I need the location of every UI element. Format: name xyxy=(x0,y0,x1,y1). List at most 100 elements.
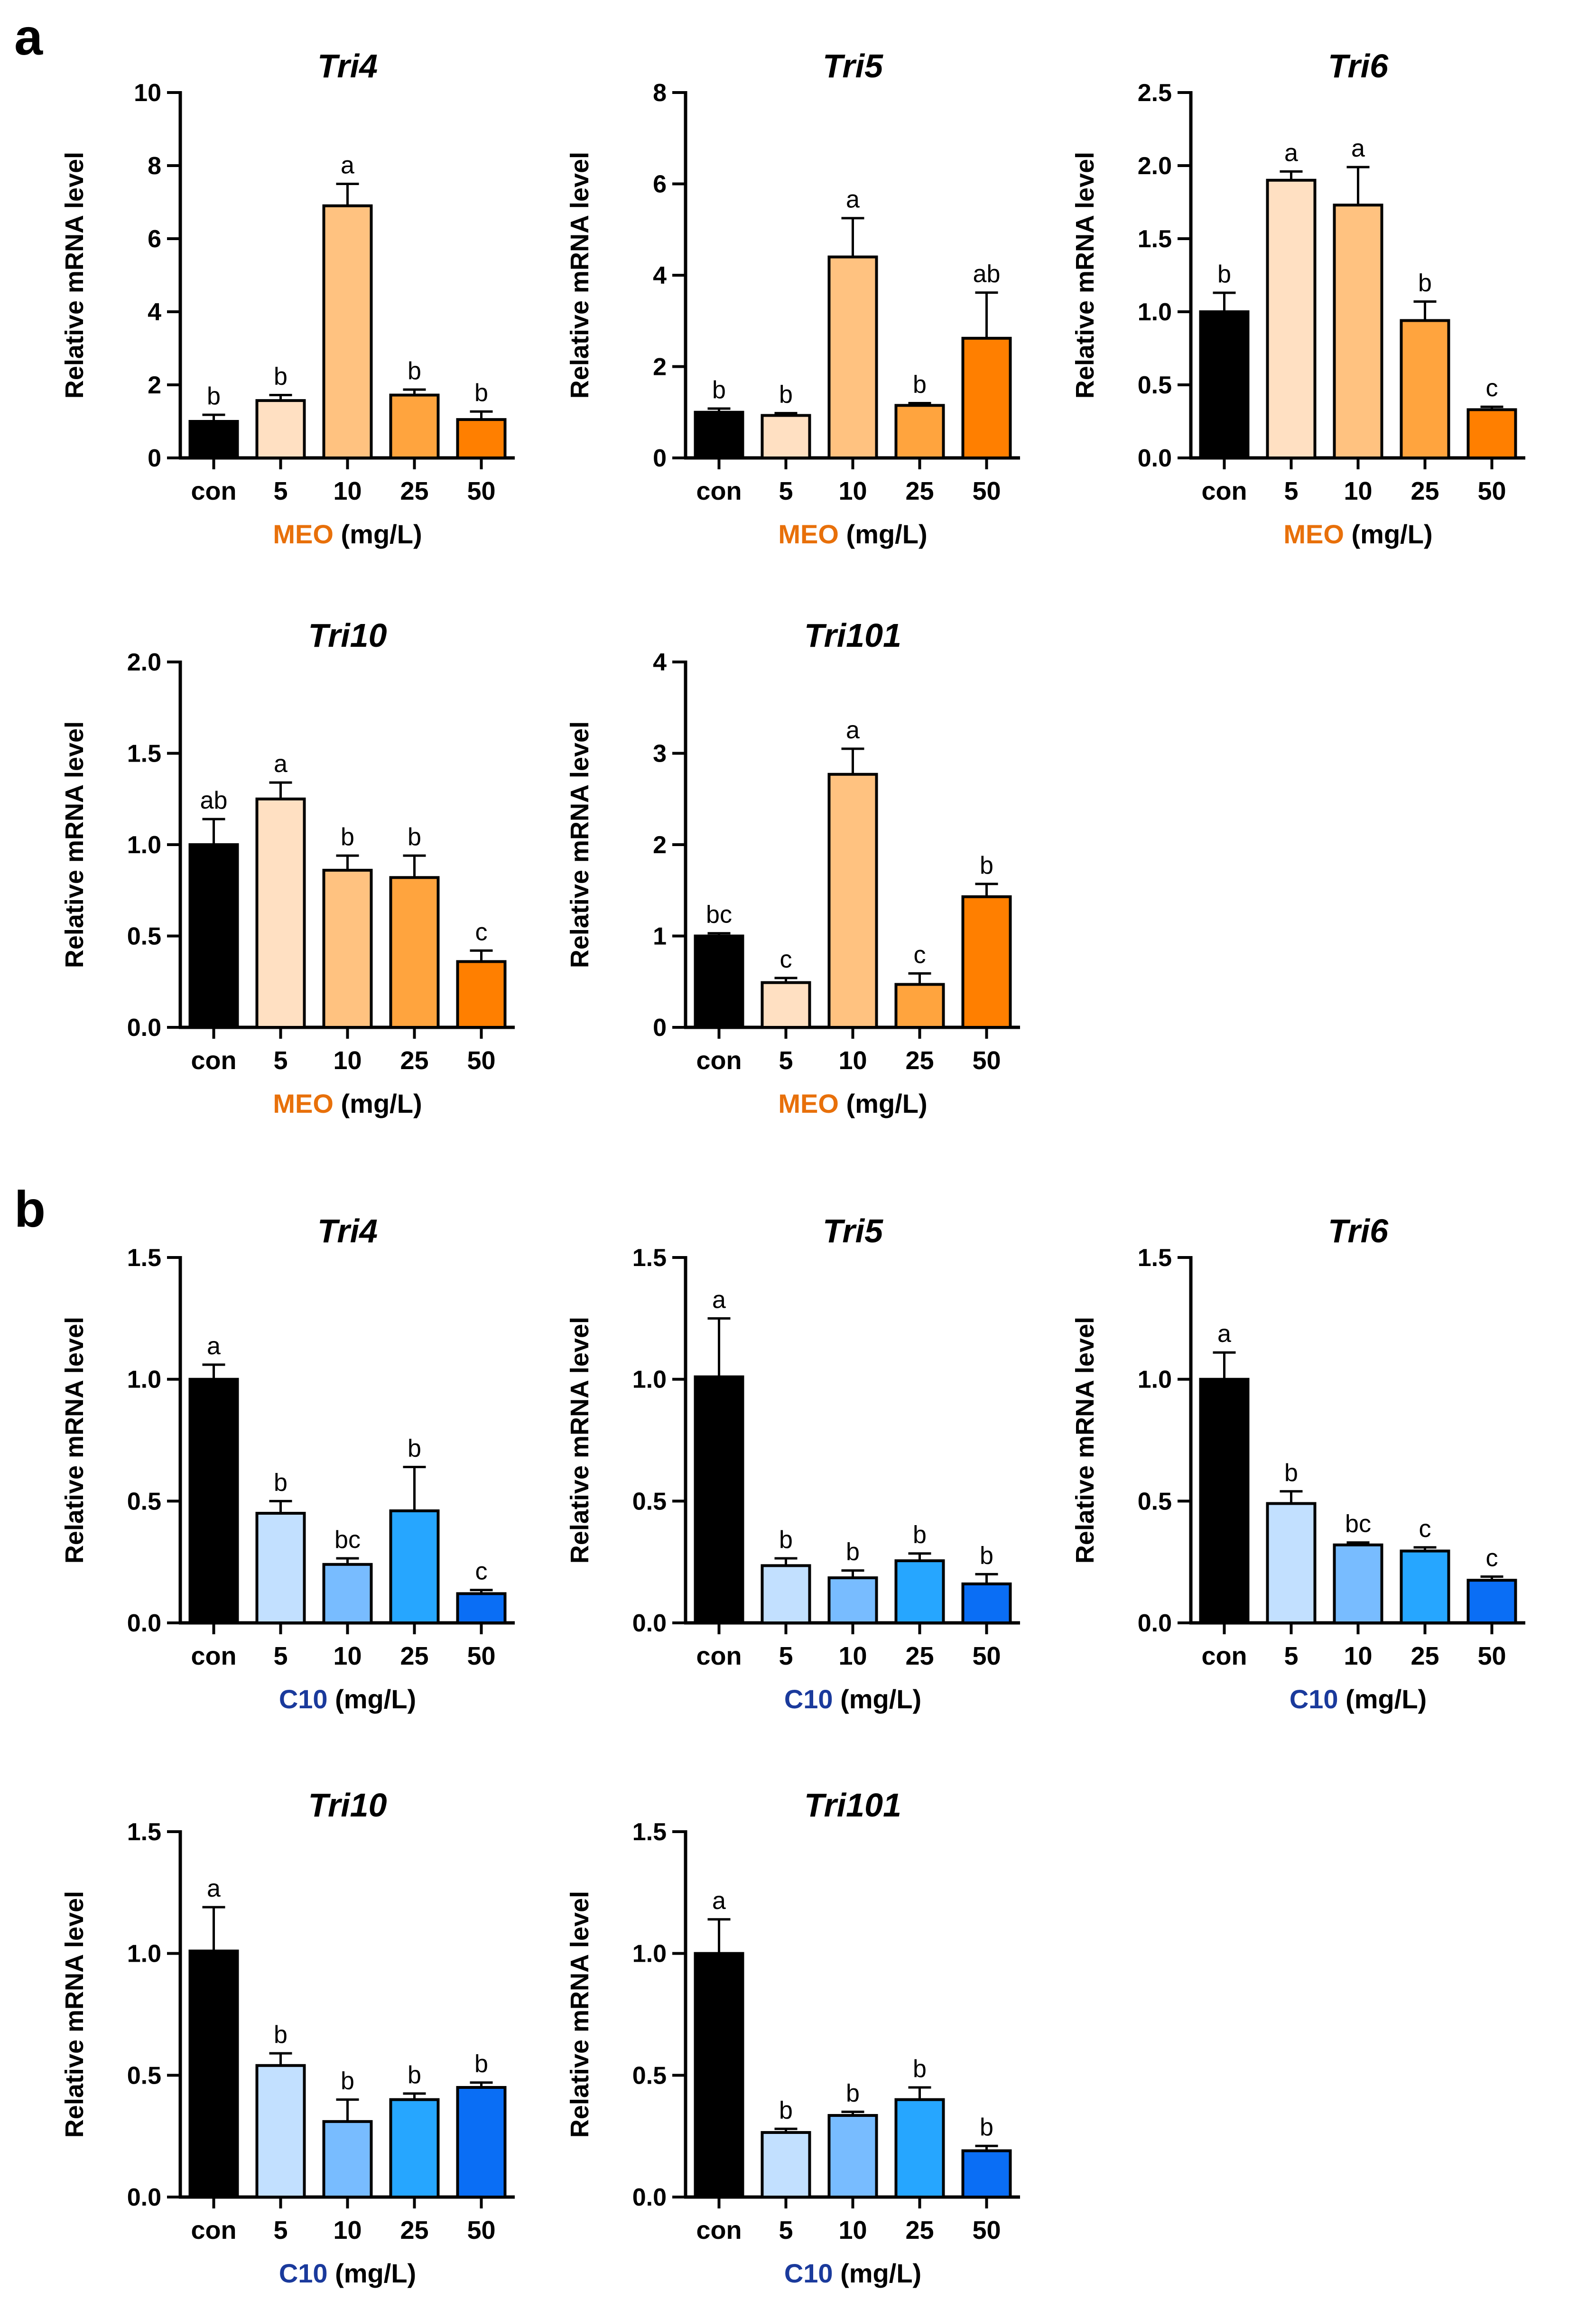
bar-5 xyxy=(255,797,306,1029)
x-axis-label: C10 (mg/L) xyxy=(279,2258,416,2288)
bar-10 xyxy=(322,1563,373,1625)
significance-label: b xyxy=(408,2061,421,2089)
chart-title: Tri4 xyxy=(317,47,378,84)
chart-title: Tri4 xyxy=(317,1212,378,1249)
y-tick-label: 2.0 xyxy=(127,649,161,676)
y-tick-label: 1.0 xyxy=(127,1940,161,1968)
chart-title: Tri5 xyxy=(823,47,883,84)
y-tick-label: 0.5 xyxy=(632,2062,667,2089)
bar-10 xyxy=(1333,1543,1383,1625)
y-tick-label: 2 xyxy=(653,354,667,381)
bar-25 xyxy=(389,393,440,459)
y-axis-label: Relative mRNA level xyxy=(566,152,594,399)
x-axis-label-unit: (mg/L) xyxy=(839,519,928,549)
significance-label: b xyxy=(341,2068,354,2095)
significance-label: b xyxy=(980,2114,993,2141)
x-tick-label: 50 xyxy=(972,1046,1001,1075)
bar-5 xyxy=(255,399,306,459)
bar-10 xyxy=(827,773,878,1029)
bar-10 xyxy=(827,1576,878,1625)
x-tick-label: con xyxy=(696,1642,742,1670)
x-axis-label: C10 (mg/L) xyxy=(1290,1684,1427,1714)
y-tick-label: 2.0 xyxy=(1138,152,1172,180)
y-axis-label: Relative mRNA level xyxy=(1071,1317,1099,1564)
chart-title: Tri10 xyxy=(308,617,387,654)
y-tick-label: 1.0 xyxy=(127,1366,161,1394)
chart-b-tri6: Tri6 0.0 0.5 1.0 1.5 Relative mRNA level a con b… xyxy=(1071,1212,1525,1714)
x-tick-label: 5 xyxy=(273,477,288,505)
significance-label: c xyxy=(914,941,926,969)
significance-label: a xyxy=(712,1286,726,1313)
y-tick-label: 4 xyxy=(653,649,667,676)
bar-5 xyxy=(255,1512,306,1624)
x-tick-label: con xyxy=(696,2216,742,2244)
x-tick-label: 10 xyxy=(838,477,867,505)
significance-label: b xyxy=(207,382,221,410)
x-tick-label: con xyxy=(191,1642,236,1670)
x-tick-label: 10 xyxy=(838,2216,867,2244)
y-axis-label: Relative mRNA level xyxy=(60,1891,89,2138)
significance-label: b xyxy=(846,2079,860,2107)
y-tick-label: 1.0 xyxy=(1138,1366,1172,1394)
y-tick-label: 1.0 xyxy=(632,1366,667,1394)
significance-label: b xyxy=(408,823,421,851)
y-tick-label: 0.0 xyxy=(632,2184,667,2211)
x-tick-label: con xyxy=(191,2216,236,2244)
bar-10 xyxy=(827,2114,878,2198)
significance-label: a xyxy=(846,186,860,214)
chart-b-tri4: Tri4 0.0 0.5 1.0 1.5 Relative mRNA level a con b… xyxy=(60,1212,515,1714)
significance-label: c xyxy=(780,946,792,973)
y-tick-label: 0 xyxy=(653,445,667,472)
bar-50 xyxy=(456,960,507,1029)
significance-label: b xyxy=(980,1542,993,1569)
y-tick-label: 10 xyxy=(134,79,161,107)
x-tick-label: 25 xyxy=(400,1642,428,1670)
y-tick-label: 2 xyxy=(148,372,161,399)
y-tick-label: 0.0 xyxy=(127,2184,161,2211)
chart-a-tri5: Tri5 0 2 4 6 8 Relative mRNA level b con b 5 a 10 b 25… xyxy=(566,47,1020,549)
significance-label: b xyxy=(1418,269,1432,297)
significance-label: a xyxy=(1284,139,1298,167)
bar-10 xyxy=(322,2120,373,2199)
x-tick-label: 10 xyxy=(838,1046,867,1075)
x-axis-label-unit: (mg/L) xyxy=(334,519,422,549)
significance-label: b xyxy=(408,1434,421,1462)
x-tick-label: 5 xyxy=(779,1046,793,1075)
bar-con xyxy=(188,843,239,1029)
x-axis-label: MEO (mg/L) xyxy=(778,519,927,549)
y-tick-label: 0.5 xyxy=(1138,372,1172,399)
bar-50 xyxy=(961,1582,1012,1625)
significance-label: b xyxy=(1217,261,1231,288)
y-tick-label: 0.5 xyxy=(127,1488,161,1515)
significance-label: b xyxy=(779,1526,793,1554)
chart-title: Tri101 xyxy=(804,617,901,654)
significance-label: b xyxy=(274,2021,288,2049)
y-tick-label: 2.5 xyxy=(1138,79,1172,107)
significance-label: a xyxy=(274,750,288,778)
significance-label: a xyxy=(341,152,354,179)
x-axis-label-unit: (mg/L) xyxy=(839,1089,928,1118)
chart-title: Tri6 xyxy=(1328,47,1389,84)
significance-label: c xyxy=(1419,1515,1431,1543)
x-axis-label-unit: (mg/L) xyxy=(833,1684,922,1714)
significance-label: a xyxy=(207,1875,221,1902)
y-tick-label: 0.5 xyxy=(127,2062,161,2089)
x-axis-label-unit: (mg/L) xyxy=(328,2258,417,2288)
y-axis-label: Relative mRNA level xyxy=(60,152,89,399)
bar-25 xyxy=(894,983,945,1029)
y-tick-label: 3 xyxy=(653,740,667,768)
y-tick-label: 1.0 xyxy=(632,1940,667,1968)
bar-con xyxy=(188,1949,239,2198)
x-axis-label-treatment: C10 xyxy=(279,2258,328,2288)
chart-a-tri4: Tri4 0 2 4 6 8 10 Relative mRNA level b con b 5 a 10 b… xyxy=(60,47,515,549)
x-tick-label: 25 xyxy=(1410,477,1439,505)
x-tick-label: 5 xyxy=(1284,477,1298,505)
y-tick-label: 6 xyxy=(653,171,667,198)
x-tick-label: 10 xyxy=(1344,1642,1372,1670)
significance-label: b xyxy=(474,2050,488,2078)
bar-con xyxy=(1199,310,1250,459)
x-tick-label: 10 xyxy=(333,2216,362,2244)
x-tick-label: 10 xyxy=(333,1642,362,1670)
